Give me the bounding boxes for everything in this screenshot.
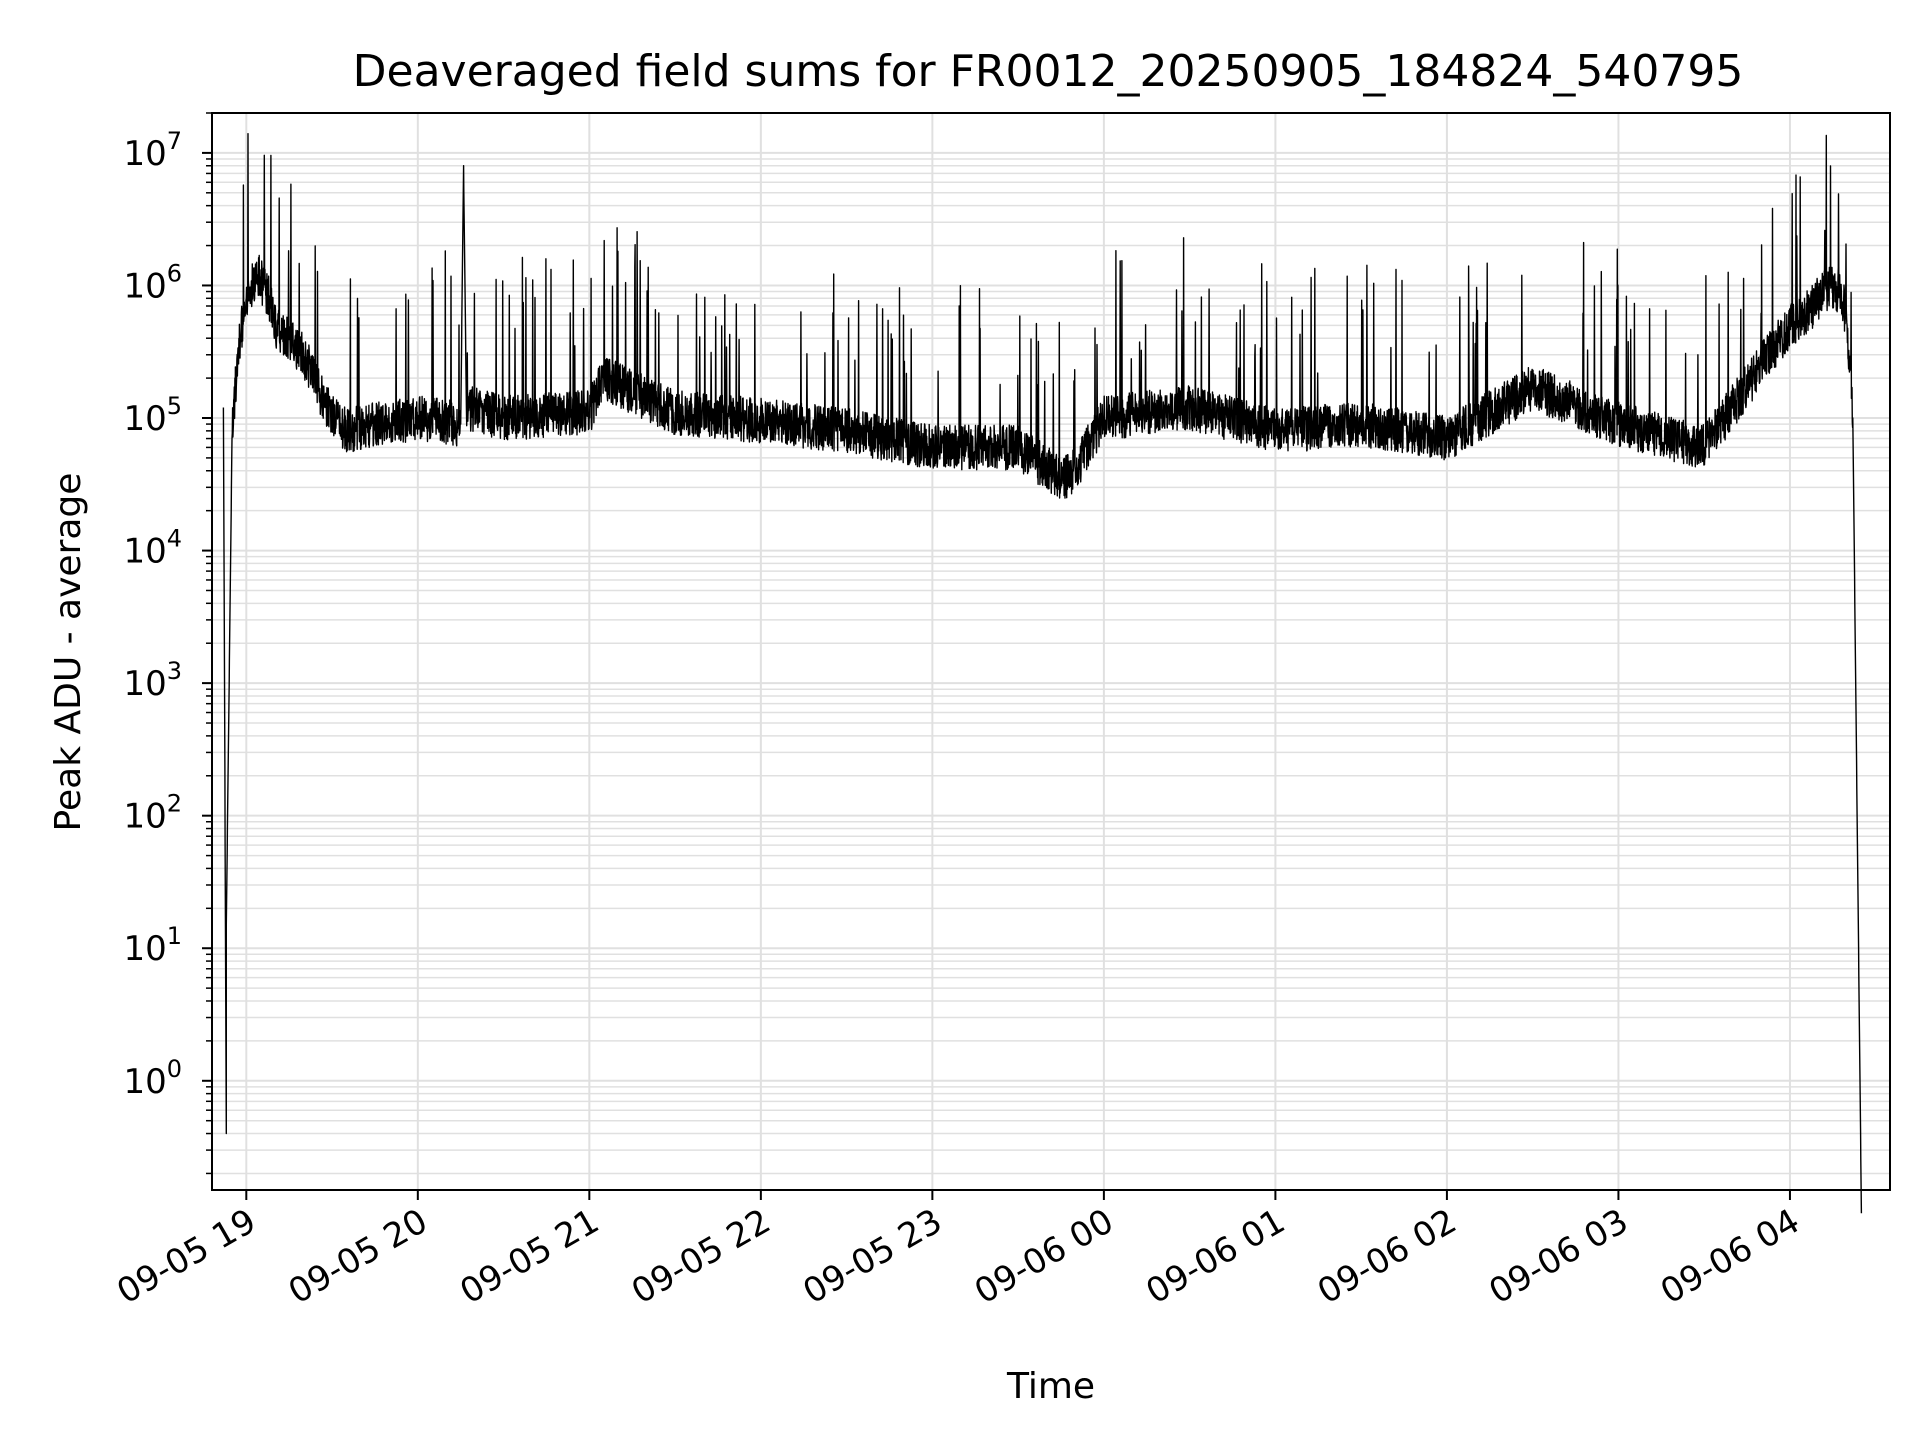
y-tick-label: 105 — [123, 392, 182, 439]
y-axis: 100 101 102 103 104 105 106 107 — [123, 112, 212, 1175]
minor-gridlines — [212, 112, 1890, 1175]
y-tick-label: 106 — [123, 259, 182, 306]
plot-background — [212, 113, 1890, 1190]
y-axis-label: Peak ADU - average — [48, 473, 89, 832]
y-tick-label: 103 — [123, 657, 182, 704]
y-tick-label: 107 — [123, 127, 182, 174]
y-tick-label: 104 — [123, 525, 182, 572]
plot-area — [211, 112, 1891, 1214]
plot-frame — [211, 112, 1891, 1191]
series-layer — [222, 133, 1863, 1214]
y-tick-label: 101 — [123, 922, 182, 969]
chart-title: Deaveraged field sums for FR0012_2025090… — [353, 46, 1744, 97]
y-tick-label: 100 — [123, 1055, 182, 1102]
x-axis-label: Time — [1006, 1366, 1095, 1407]
series-line — [222, 133, 1863, 1214]
y-tick-label: 102 — [123, 790, 182, 837]
